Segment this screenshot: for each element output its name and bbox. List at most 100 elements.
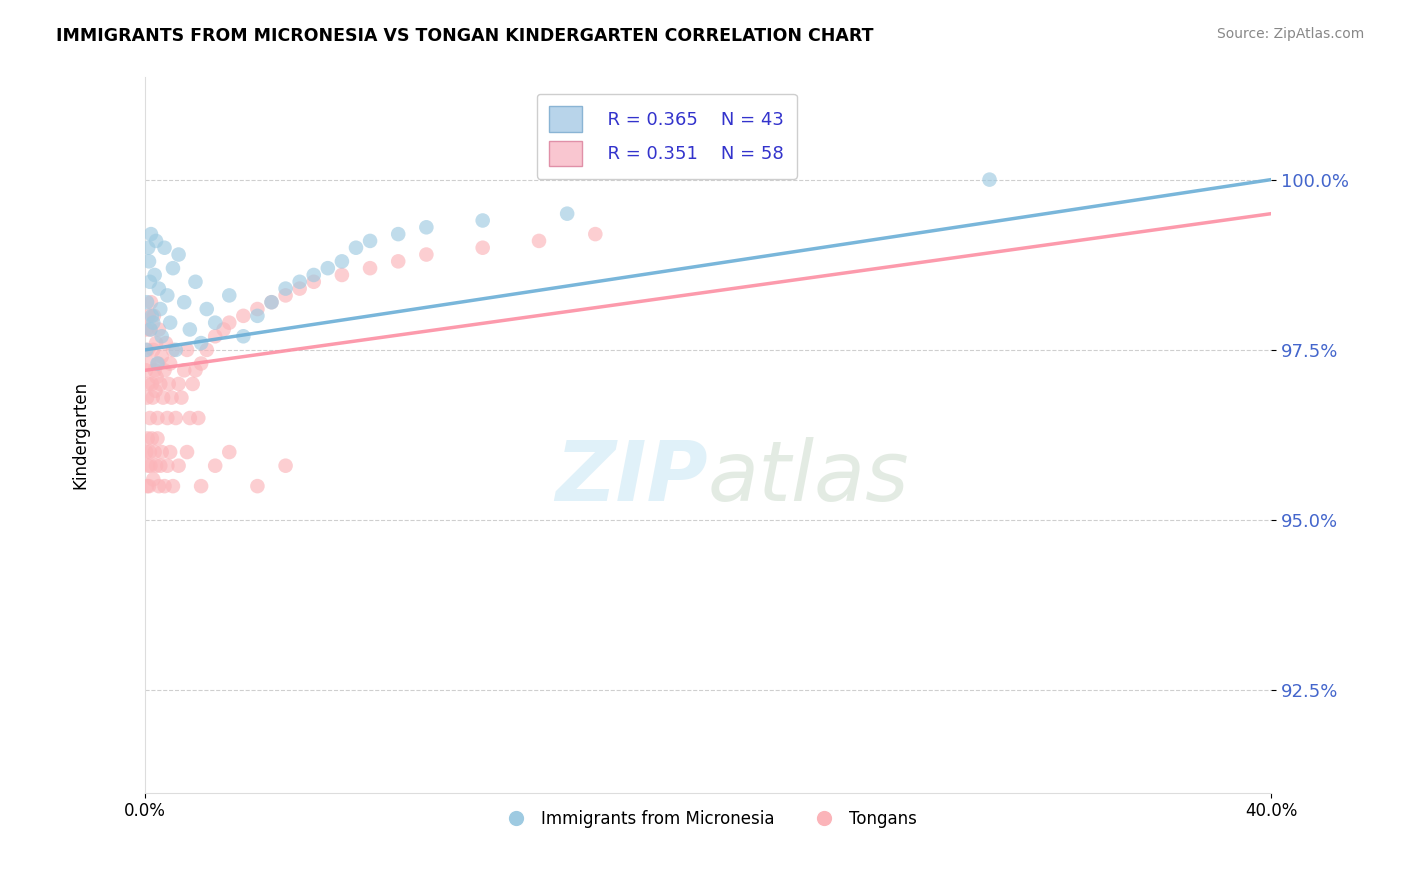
Point [218,316,240,330]
Point [190,479,212,493]
Point [288,275,311,289]
Y-axis label: Kindergarten: Kindergarten [72,381,89,489]
Point [135,363,157,377]
Point [162,261,184,276]
Point [181,376,204,391]
Point [260,295,283,310]
Point [184,275,207,289]
Point [246,301,269,316]
Point [156,288,179,302]
Point [979,172,1001,186]
Point [288,282,311,296]
Point [136,432,159,446]
Point [148,322,170,336]
Point [344,241,367,255]
Point [274,288,297,302]
Point [139,322,162,336]
Point [212,322,235,336]
Point [146,432,169,446]
Point [195,301,218,316]
Point [527,234,550,248]
Point [150,329,173,343]
Point [139,275,162,289]
Point [190,336,212,351]
Point [145,458,167,473]
Point [160,391,183,405]
Point [159,357,181,371]
Point [153,479,176,493]
Point [167,376,190,391]
Point [153,241,176,255]
Point [139,411,162,425]
Point [190,357,212,371]
Point [142,391,165,405]
Point [260,295,283,310]
Point [143,363,166,377]
Point [165,343,187,357]
Point [142,316,165,330]
Point [173,363,195,377]
Point [387,227,409,241]
Point [135,445,157,459]
Point [136,458,159,473]
Point [359,234,381,248]
Point [173,295,195,310]
Point [145,336,167,351]
Point [156,458,179,473]
Point [146,357,169,371]
Point [162,343,184,357]
Point [316,261,339,276]
Point [176,445,198,459]
Point [148,479,170,493]
Point [274,458,297,473]
Point [139,445,162,459]
Point [141,432,163,446]
Point [204,458,226,473]
Legend: Immigrants from Micronesia, Tongans: Immigrants from Micronesia, Tongans [492,803,924,834]
Point [246,479,269,493]
Point [555,207,578,221]
Point [471,241,494,255]
Point [274,282,297,296]
Point [159,316,181,330]
Point [583,227,606,241]
Point [150,350,173,364]
Point [145,384,167,398]
Point [141,309,163,323]
Point [142,472,165,486]
Text: IMMIGRANTS FROM MICRONESIA VS TONGAN KINDERGARTEN CORRELATION CHART: IMMIGRANTS FROM MICRONESIA VS TONGAN KIN… [56,27,873,45]
Point [330,254,353,268]
Point [415,247,437,261]
Point [232,309,254,323]
Point [471,213,494,227]
Point [149,301,172,316]
Point [138,309,160,323]
Point [162,479,184,493]
Point [146,411,169,425]
Point [136,241,159,255]
Point [135,322,157,336]
Point [156,411,179,425]
Point [152,391,174,405]
Point [218,445,240,459]
Point [139,227,162,241]
Point [179,322,201,336]
Point [167,247,190,261]
Point [204,316,226,330]
Point [148,357,170,371]
Point [145,234,167,248]
Point [179,411,201,425]
Point [232,329,254,343]
Point [138,479,160,493]
Point [139,322,162,336]
Text: Source: ZipAtlas.com: Source: ZipAtlas.com [1216,27,1364,41]
Point [246,309,269,323]
Point [159,445,181,459]
Point [138,254,160,268]
Point [157,376,180,391]
Point [139,295,162,310]
Point [135,343,157,357]
Point [138,357,160,371]
Point [167,458,190,473]
Point [136,479,159,493]
